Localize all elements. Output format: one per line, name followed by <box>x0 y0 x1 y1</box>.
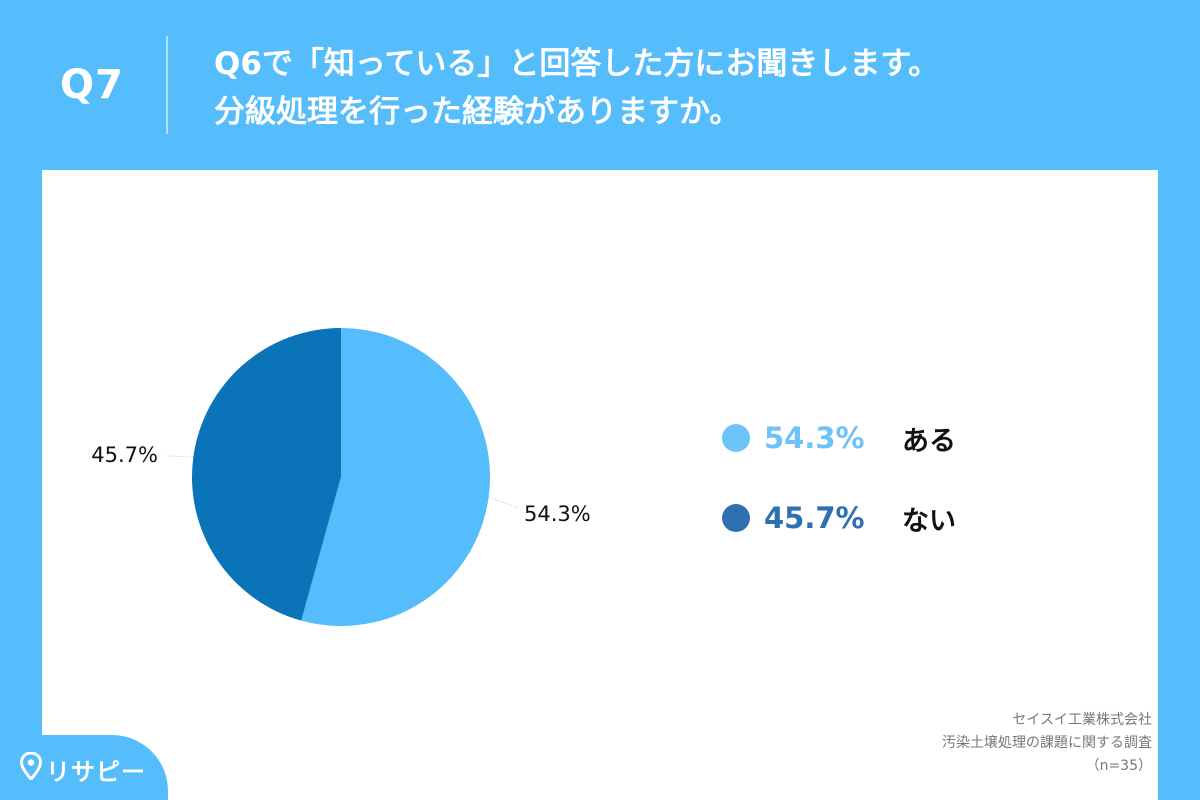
legend-dot-nai <box>722 504 750 532</box>
data-label-aru: 54.3% <box>524 502 591 526</box>
legend-item-aru: 54.3% ある <box>722 418 956 458</box>
pie-slice-aru <box>301 328 491 626</box>
legend-percent-nai: 45.7% <box>764 501 865 535</box>
leader-line-aru <box>488 496 519 509</box>
header-divider <box>166 36 168 134</box>
leader-line-nai <box>165 455 194 458</box>
pie-slice-nai <box>192 328 341 621</box>
legend-item-nai: 45.7% ない <box>722 498 956 538</box>
legend-dot-aru <box>722 424 750 452</box>
map-pin-icon <box>20 752 42 780</box>
legend-label-aru: ある <box>902 425 956 457</box>
brand-logo-text: リサピー <box>46 758 146 786</box>
question-line-1: Q6で「知っている」と回答した方にお聞きします。 <box>214 46 940 82</box>
source-survey-title: 汚染土壌処理の課題に関する調査 <box>942 735 1152 751</box>
legend-percent-aru: 54.3% <box>764 421 865 455</box>
pie-chart: 54.3% 45.7% <box>91 328 591 626</box>
source-note: セイスイ工業株式会社 汚染土壌処理の課題に関する調査 （n=35） <box>942 709 1152 778</box>
data-label-nai: 45.7% <box>91 443 158 467</box>
source-company: セイスイ工業株式会社 <box>1012 712 1152 728</box>
question-line-2: 分級処理を行った経験がありますか。 <box>214 94 741 130</box>
question-number: Q7 <box>60 62 124 108</box>
question-text: Q6で「知っている」と回答した方にお聞きします。 分級処理を行った経験があります… <box>214 40 1174 136</box>
source-sample-size: （n=35） <box>1085 758 1152 774</box>
legend-label-nai: ない <box>902 505 956 537</box>
header: Q7 Q6で「知っている」と回答した方にお聞きします。 分級処理を行った経験があ… <box>0 0 1200 170</box>
brand-logo: リサピー <box>0 735 168 800</box>
chart-panel: 54.3% 45.7% 54.3% ある 45.7% ない <box>42 170 1158 800</box>
